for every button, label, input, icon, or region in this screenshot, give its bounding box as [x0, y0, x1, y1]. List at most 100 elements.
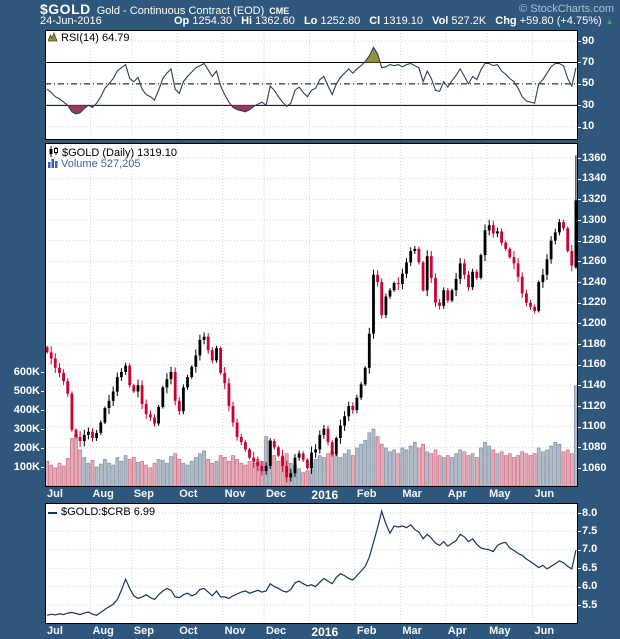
- axis-tick: [41, 429, 44, 430]
- price-legend-label: $GOLD (Daily) 1319.10: [62, 147, 177, 159]
- month-label-nov: Nov: [224, 488, 246, 500]
- axis-tick: [41, 391, 44, 392]
- month-label-apr: Apr: [447, 625, 467, 637]
- axis-tick: [578, 261, 581, 263]
- price-tick-label: 1140: [582, 378, 606, 391]
- month-label-jun: Jun: [534, 488, 555, 500]
- axis-tick: [41, 372, 44, 373]
- month-label-feb: Feb: [356, 625, 377, 637]
- axis-tick: [578, 323, 581, 325]
- quote-label-chg: Chg: [495, 15, 517, 27]
- month-label-dec: Dec: [265, 625, 287, 637]
- price-tick-label: 1200: [582, 316, 607, 329]
- volume-tick-label: 400K: [13, 403, 40, 416]
- axis-tick: [41, 467, 44, 468]
- ratio-legend-label: $GOLD:$CRB 6.99: [61, 506, 156, 518]
- volume-tick-label: 600K: [13, 365, 40, 378]
- axis-tick: [578, 344, 581, 345]
- symbol: $GOLD: [40, 1, 91, 17]
- change-up-icon: ▲: [605, 17, 614, 26]
- month-label-may: May: [489, 488, 511, 500]
- axis-tick: [578, 364, 581, 366]
- axis-tick: [578, 568, 581, 570]
- month-label-feb: Feb: [356, 488, 377, 500]
- rsi-tick-label: 70: [582, 55, 595, 68]
- rsi-legend: RSI(14) 64.79: [47, 31, 130, 45]
- axis-tick: [578, 126, 581, 128]
- axis-tick: [578, 426, 581, 428]
- axis-tick: [578, 199, 581, 201]
- price-tick-label: 1220: [582, 296, 607, 309]
- ratio-tick-label: 7.5: [582, 524, 598, 537]
- axis-tick: [578, 513, 581, 514]
- axis-tick: [578, 605, 581, 606]
- month-label-mar: Mar: [402, 488, 422, 500]
- axis-tick: [578, 549, 581, 551]
- quote-label-hi: Hi: [241, 15, 253, 27]
- rsi-legend-label: RSI(14) 64.79: [61, 32, 130, 44]
- rsi-tick-label: 10: [582, 120, 595, 133]
- price-tick-label: 1360: [582, 151, 607, 164]
- volume-bars-icon: [48, 158, 58, 171]
- rsi-area-icon: [47, 31, 58, 45]
- month-label-oct: Oct: [179, 625, 198, 637]
- copyright: © StockCharts.com: [519, 3, 614, 15]
- month-label-dec: Dec: [265, 488, 287, 500]
- month-label-2016: 2016: [311, 625, 339, 639]
- month-label-may: May: [489, 625, 511, 637]
- axis-tick: [578, 62, 581, 64]
- volume-tick-label: 300K: [13, 422, 40, 435]
- quote-value-chg: +59.80 (+4.75%): [516, 15, 602, 27]
- axis-tick: [41, 410, 44, 411]
- price-tick-label: 1300: [582, 213, 607, 226]
- month-label-sep: Sep: [133, 625, 154, 637]
- price-tick-label: 1060: [582, 461, 607, 474]
- line-dash-icon: [48, 507, 58, 519]
- quote-label-lo: Lo: [303, 15, 318, 27]
- axis-tick: [578, 41, 581, 42]
- exchange: CME: [269, 6, 290, 16]
- axis-tick: [578, 385, 581, 387]
- quote-value-cl: 1319.10: [380, 15, 424, 27]
- ratio-tick-label: 7.0: [582, 543, 598, 556]
- candlestick-icon: [48, 146, 59, 160]
- axis-tick: [578, 586, 581, 588]
- ratio-tick-label: 5.5: [582, 598, 598, 611]
- price-tick-label: 1100: [582, 420, 606, 433]
- month-label-nov: Nov: [224, 625, 246, 637]
- month-label-apr: Apr: [447, 488, 467, 500]
- axis-tick: [578, 282, 581, 283]
- axis-tick: [578, 158, 581, 159]
- price-tick-label: 1180: [582, 337, 606, 350]
- month-label-jun: Jun: [534, 625, 555, 637]
- axis-tick: [578, 83, 581, 85]
- price-tick-label: 1260: [582, 254, 607, 267]
- chart-header: $GOLD Gold - Continuous Contract (EOD) CME…: [40, 1, 616, 17]
- month-label-oct: Oct: [179, 488, 198, 500]
- month-label-2016: 2016: [311, 488, 339, 502]
- rsi-tick-label: 30: [582, 98, 595, 111]
- price-tick-label: 1280: [582, 234, 607, 247]
- rsi-panel: [45, 30, 578, 140]
- volume-tick-label: 200K: [13, 441, 40, 454]
- price-panel: [45, 143, 578, 487]
- quote-value-lo: 1252.80: [317, 15, 361, 27]
- volume-legend-label: Volume 527,205: [61, 158, 141, 170]
- ratio-legend: $GOLD:$CRB 6.99: [48, 506, 155, 519]
- ratio-tick-label: 8.0: [582, 506, 598, 519]
- quote-fields: Op 1254.30 Hi 1362.60 Lo 1252.80 Cl 1319.10…: [165, 15, 614, 27]
- axis-tick: [41, 448, 44, 449]
- price-tick-label: 1080: [582, 440, 607, 453]
- quote-value-hi: 1362.60: [252, 15, 295, 27]
- axis-tick: [578, 406, 581, 407]
- price-tick-label: 1120: [582, 399, 606, 412]
- price-tick-label: 1160: [582, 358, 606, 371]
- quote-label-cl: Cl: [369, 15, 381, 27]
- ratio-panel: [45, 503, 578, 624]
- volume-legend: Volume 527,205: [48, 158, 141, 171]
- axis-tick: [578, 447, 581, 449]
- axis-tick: [578, 178, 581, 180]
- price-tick-label: 1320: [582, 192, 607, 205]
- price-tick-label: 1240: [582, 275, 607, 288]
